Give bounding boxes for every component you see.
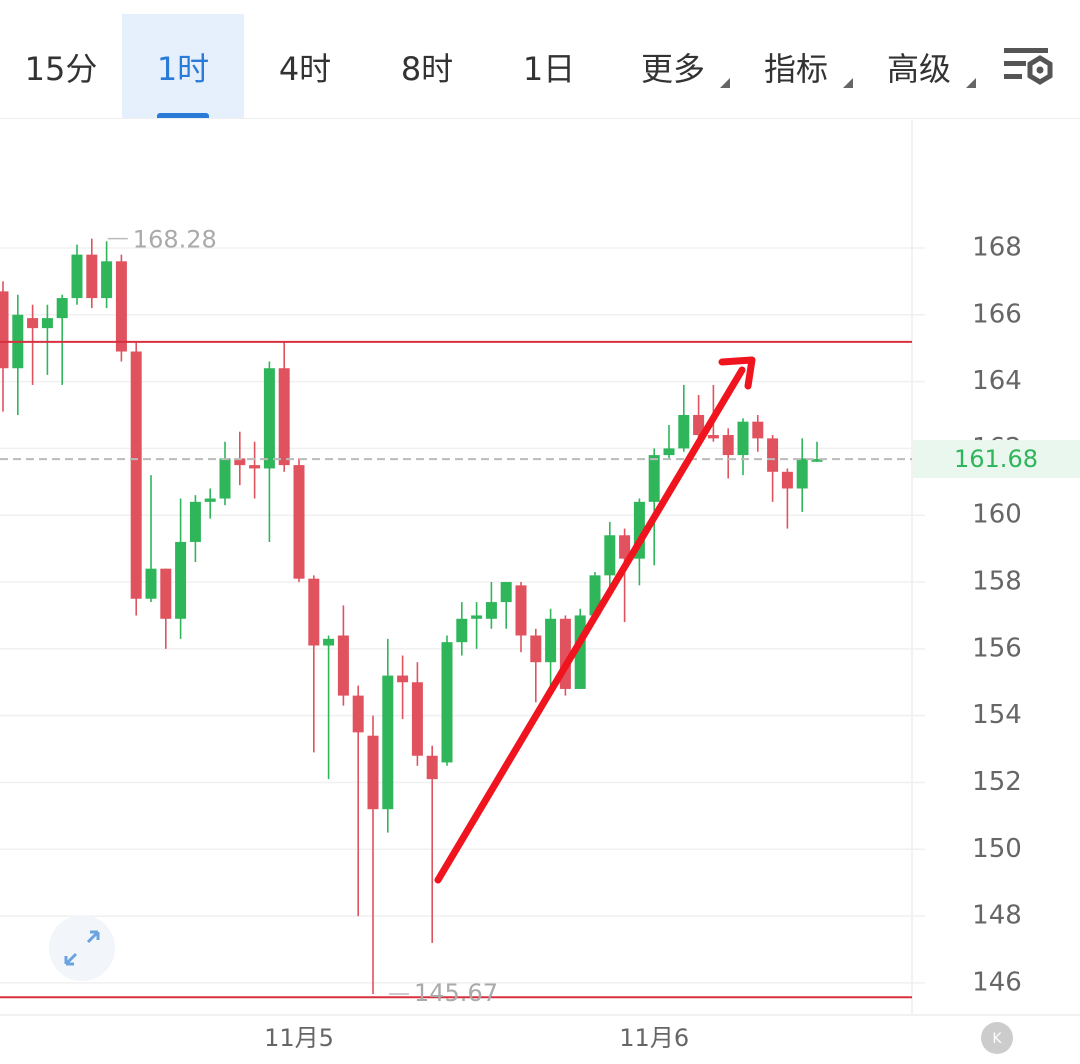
candle-body xyxy=(160,568,172,619)
candle-body xyxy=(323,638,335,646)
trend-arrow xyxy=(434,366,746,884)
candle-body xyxy=(633,501,645,559)
candle-body xyxy=(71,254,83,299)
candle-body xyxy=(530,635,542,663)
candles xyxy=(0,238,823,994)
candle-body xyxy=(0,291,9,369)
overlays: 168.28 145.67 161.68 xyxy=(0,226,1080,1007)
candle-body xyxy=(441,642,453,763)
candle-body xyxy=(707,435,719,439)
candle-body xyxy=(249,465,261,469)
low-label: 145.67 xyxy=(414,979,498,1007)
candle-body xyxy=(678,414,690,449)
y-tick-label: 166 xyxy=(972,299,1022,329)
y-tick-label: 156 xyxy=(972,633,1022,663)
candle-body xyxy=(382,675,394,810)
candle-body xyxy=(130,351,142,599)
tab[interactable]: 4时 xyxy=(278,50,332,88)
expand-button[interactable] xyxy=(49,915,115,981)
candle-body xyxy=(189,501,201,542)
candle-body xyxy=(175,541,187,619)
settings-icon[interactable] xyxy=(1000,44,1058,90)
high-label: 168.28 xyxy=(133,226,217,254)
candle-body xyxy=(737,421,749,456)
tab-text: 更多 xyxy=(640,50,705,88)
tab-text: 高级 xyxy=(886,50,951,88)
x-tick-label: 11月6 xyxy=(619,1024,689,1052)
candle-body xyxy=(204,498,216,502)
expand-icon xyxy=(64,930,100,966)
y-tick-label: 164 xyxy=(972,366,1022,396)
candle-body xyxy=(41,318,53,329)
candle-body xyxy=(308,578,320,646)
candle-body xyxy=(367,735,379,810)
candle-body xyxy=(263,368,275,469)
dropdown-arrow xyxy=(843,78,853,88)
candle-body xyxy=(796,458,808,489)
tab-bar: 15分 1时 4时 8时 1日 更多 指标 高级 xyxy=(0,0,1080,119)
tab[interactable]: 指标 xyxy=(735,14,857,118)
grid: 14614815015215415615816016216416616811月5… xyxy=(0,232,1022,1052)
y-tick-label: 146 xyxy=(972,967,1022,997)
candle-body xyxy=(559,618,571,689)
candle-body xyxy=(219,458,231,499)
candle-body xyxy=(411,682,423,756)
candle-body xyxy=(86,254,98,299)
y-tick-label: 168 xyxy=(972,232,1022,262)
last-price-label: 161.68 xyxy=(954,445,1038,473)
candle-body xyxy=(589,575,601,616)
candle-body xyxy=(293,465,305,579)
candle-body xyxy=(485,602,497,619)
candle-body xyxy=(693,414,705,436)
dropdown-arrow xyxy=(720,78,730,88)
k-button[interactable] xyxy=(981,1022,1013,1054)
candle-body xyxy=(27,318,39,329)
candle-body xyxy=(56,298,68,319)
candle-body xyxy=(456,618,468,643)
tab[interactable]: 1日 xyxy=(522,50,576,88)
candle-body xyxy=(278,368,290,466)
k-icon: K xyxy=(992,1031,1002,1047)
x-tick-label: 11月5 xyxy=(264,1024,334,1052)
y-tick-label: 152 xyxy=(972,767,1022,797)
candle-body xyxy=(515,585,527,636)
candle-body xyxy=(500,582,512,603)
tab[interactable]: 8时 xyxy=(400,50,454,88)
candle-body xyxy=(545,618,557,663)
y-tick-label: 158 xyxy=(972,567,1022,597)
tab[interactable]: 高级 xyxy=(858,14,980,118)
candle-body xyxy=(101,261,113,299)
candle-body xyxy=(397,675,409,683)
trend-arrow-head xyxy=(718,356,756,390)
candle-body xyxy=(752,421,764,439)
y-tick-label: 150 xyxy=(972,834,1022,864)
candle-body xyxy=(234,458,246,466)
candle-body xyxy=(663,448,675,456)
candle-body xyxy=(648,455,660,502)
candle-body xyxy=(722,435,734,456)
candle-body xyxy=(619,535,631,559)
last-price-box xyxy=(913,440,1080,479)
candle-body xyxy=(426,755,438,780)
y-tick-label: 148 xyxy=(972,901,1022,931)
tab-text: 指标 xyxy=(763,50,828,88)
y-tick-label: 154 xyxy=(972,700,1022,730)
candle-body xyxy=(781,471,793,489)
tab[interactable]: 15分 xyxy=(24,50,98,88)
candle-body xyxy=(145,568,157,599)
y-tick-label: 160 xyxy=(972,500,1022,530)
candle-body xyxy=(604,535,616,576)
candle-body xyxy=(811,459,823,462)
tab[interactable]: 1时 xyxy=(122,14,244,118)
candle-body xyxy=(767,438,779,472)
candle-body xyxy=(352,695,364,733)
candle-body xyxy=(337,635,349,696)
dropdown-arrow xyxy=(966,78,976,88)
candle-body xyxy=(574,615,586,689)
tab[interactable]: 更多 xyxy=(612,14,734,118)
candle-body xyxy=(471,615,483,619)
candle-body xyxy=(115,261,127,352)
